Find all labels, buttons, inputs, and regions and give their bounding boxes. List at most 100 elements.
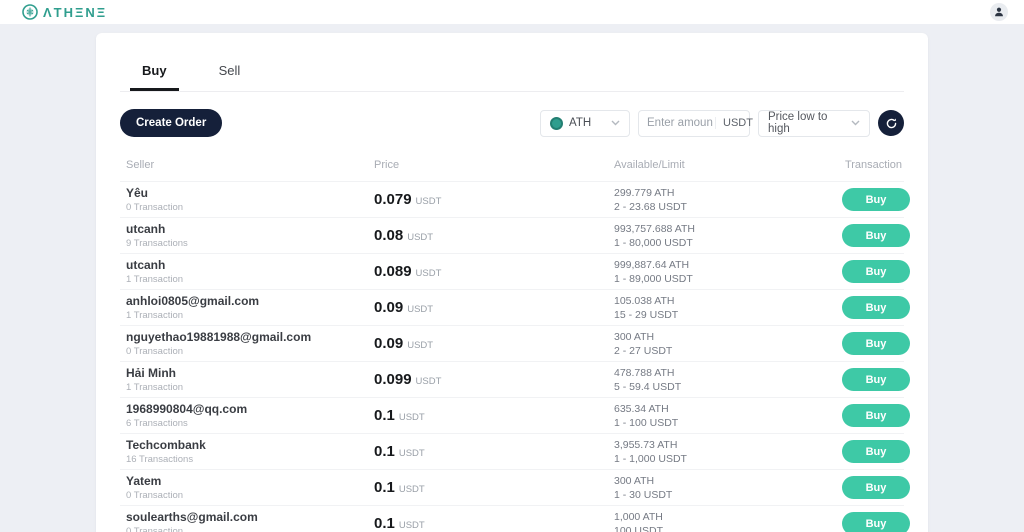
price-cell: 0.1 USDT — [374, 479, 614, 497]
buy-button[interactable]: Buy — [842, 296, 910, 319]
buy-button[interactable]: Buy — [842, 404, 910, 427]
seller-transactions: 16 Transactions — [126, 453, 194, 465]
available-amount: 1,000 ATH — [614, 510, 663, 523]
available-limit-cell: 478.788 ATH 5 - 59.4 USDT — [614, 366, 840, 394]
create-order-button[interactable]: Create Order — [120, 109, 223, 137]
price-currency: USDT — [398, 519, 425, 531]
brand-logo[interactable]: ΛTHΞNΞ — [22, 4, 107, 20]
price-currency: USDT — [407, 231, 434, 243]
price-value: 0.1 — [374, 478, 395, 496]
refresh-icon — [885, 117, 898, 130]
available-amount: 999,887.64 ATH — [614, 258, 690, 271]
available-limit-cell: 300 ATH 1 - 30 USDT — [614, 474, 840, 502]
limit-range: 1 - 30 USDT — [614, 488, 673, 501]
top-bar: ΛTHΞNΞ — [0, 0, 1024, 24]
buy-button[interactable]: Buy — [842, 332, 910, 355]
toolbar: Create Order ATH USDT Price low to high — [120, 109, 904, 137]
price-currency: USDT — [398, 447, 425, 459]
price-cell: 0.09 USDT — [374, 335, 614, 353]
asset-select[interactable]: ATH — [540, 109, 630, 137]
transaction-cell: Buy — [840, 296, 910, 319]
seller-transactions: 1 Transaction — [126, 273, 184, 285]
available-amount: 105.038 ATH — [614, 294, 675, 307]
limit-range: 15 - 29 USDT — [614, 308, 679, 321]
seller-name: Techcombank — [126, 437, 206, 452]
seller-name: soulearths@gmail.com — [126, 509, 258, 524]
limit-range: 100 USDT — [614, 524, 664, 532]
available-limit-cell: 300 ATH 2 - 27 USDT — [614, 330, 840, 358]
price-currency: USDT — [407, 339, 434, 351]
seller-transactions: 6 Transactions — [126, 417, 188, 429]
available-amount: 3,955.73 ATH — [614, 438, 678, 451]
seller-transactions: 0 Transaction — [126, 201, 184, 213]
available-limit-cell: 635.34 ATH 1 - 100 USDT — [614, 402, 840, 430]
available-limit-cell: 993,757.688 ATH 1 - 80,000 USDT — [614, 222, 840, 250]
table-row: Techcombank 16 Transactions 0.1 USDT 3,95… — [120, 433, 910, 469]
limit-range: 2 - 23.68 USDT — [614, 200, 687, 213]
available-amount: 300 ATH — [614, 474, 655, 487]
limit-range: 5 - 59.4 USDT — [614, 380, 682, 393]
buy-button[interactable]: Buy — [842, 512, 910, 532]
tab-sell[interactable]: Sell — [218, 63, 241, 78]
available-limit-cell: 1,000 ATH 100 USDT — [614, 510, 840, 532]
p2p-trading-card: Buy Sell Create Order ATH USDT Price low… — [96, 33, 928, 532]
col-header-seller: Seller — [126, 159, 155, 171]
buy-button[interactable]: Buy — [842, 260, 910, 283]
user-avatar[interactable] — [990, 3, 1008, 21]
buy-button[interactable]: Buy — [842, 368, 910, 391]
buy-button[interactable]: Buy — [842, 440, 910, 463]
price-currency: USDT — [415, 195, 442, 207]
limit-range: 1 - 1,000 USDT — [614, 452, 687, 465]
price-cell: 0.1 USDT — [374, 443, 614, 461]
seller-name: anhloi0805@gmail.com — [126, 293, 260, 308]
available-limit-cell: 3,955.73 ATH 1 - 1,000 USDT — [614, 438, 840, 466]
price-cell: 0.099 USDT — [374, 371, 614, 389]
transaction-cell: Buy — [840, 332, 910, 355]
transaction-cell: Buy — [840, 476, 910, 499]
transaction-cell: Buy — [840, 188, 910, 211]
sort-select[interactable]: Price low to high — [758, 109, 870, 137]
refresh-button[interactable] — [878, 110, 904, 136]
seller-transactions: 1 Transaction — [126, 309, 184, 321]
table-row: utcanh 9 Transactions 0.08 USDT 993,757.6… — [120, 217, 910, 253]
available-limit-cell: 299.779 ATH 2 - 23.68 USDT — [614, 186, 840, 214]
sort-select-value: Price low to high — [768, 111, 828, 135]
buy-button[interactable]: Buy — [842, 188, 910, 211]
transaction-cell: Buy — [840, 260, 910, 283]
price-cell: 0.089 USDT — [374, 263, 614, 281]
transaction-cell: Buy — [840, 224, 910, 247]
seller-cell: 1968990804@qq.com 6 Transactions — [126, 401, 374, 429]
table-row: 1968990804@qq.com 6 Transactions 0.1 USDT… — [120, 397, 910, 433]
buy-button[interactable]: Buy — [842, 224, 910, 247]
seller-transactions: 1 Transaction — [126, 381, 184, 393]
col-header-price: Price — [374, 159, 400, 171]
available-amount: 478.788 ATH — [614, 366, 675, 379]
buy-sell-tabs: Buy Sell — [120, 59, 904, 92]
price-cell: 0.1 USDT — [374, 407, 614, 425]
table-row: anhloi0805@gmail.com 1 Transaction 0.09 U… — [120, 289, 910, 325]
transaction-cell: Buy — [840, 440, 910, 463]
price-currency: USDT — [398, 483, 425, 495]
buy-button[interactable]: Buy — [842, 476, 910, 499]
limit-range: 1 - 89,000 USDT — [614, 272, 693, 285]
amount-input[interactable] — [647, 117, 713, 129]
seller-name: utcanh — [126, 257, 166, 272]
seller-name: 1968990804@qq.com — [126, 401, 248, 416]
available-limit-cell: 999,887.64 ATH 1 - 89,000 USDT — [614, 258, 840, 286]
col-header-available-limit: Available/Limit — [614, 159, 685, 171]
limit-range: 1 - 80,000 USDT — [614, 236, 693, 249]
tab-buy[interactable]: Buy — [130, 59, 179, 91]
price-cell: 0.08 USDT — [374, 227, 614, 245]
price-value: 0.079 — [374, 190, 412, 208]
chevron-down-icon — [851, 120, 860, 126]
price-currency: USDT — [415, 375, 442, 387]
price-cell: 0.09 USDT — [374, 299, 614, 317]
transaction-cell: Buy — [840, 404, 910, 427]
table-row: Hải Minh 1 Transaction 0.099 USDT 478.788… — [120, 361, 910, 397]
price-value: 0.09 — [374, 334, 404, 352]
seller-cell: Yatem 0 Transaction — [126, 474, 374, 501]
available-amount: 300 ATH — [614, 330, 655, 343]
seller-name: Hải Minh — [126, 365, 176, 380]
seller-cell: Yêu 0 Transaction — [126, 186, 374, 213]
athene-logo-icon — [22, 4, 38, 20]
